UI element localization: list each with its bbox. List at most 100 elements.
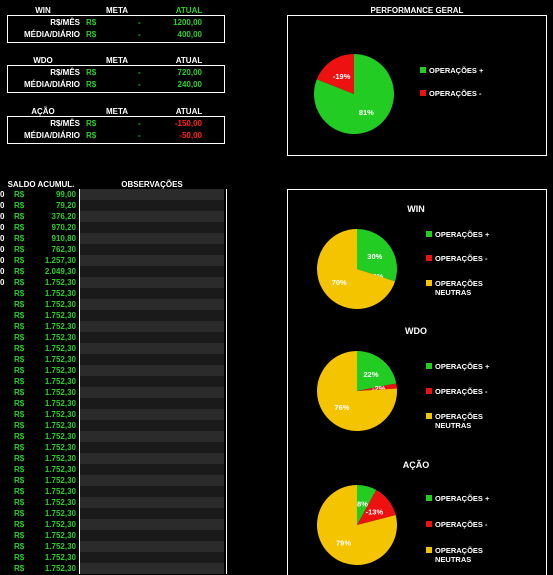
- observacao-cell[interactable]: [80, 519, 224, 530]
- observacao-cell[interactable]: [80, 475, 224, 486]
- pie-slice-label: -2%: [372, 384, 386, 393]
- meta-value: -: [138, 30, 141, 39]
- pie-slice: [357, 489, 396, 525]
- observacao-cell[interactable]: [80, 563, 224, 574]
- currency-label: R$: [86, 80, 97, 89]
- currency-label: R$: [14, 553, 25, 562]
- win-pie: 30%0%70%: [317, 229, 397, 309]
- saldo-value: 1.752,30: [44, 421, 76, 430]
- green-swatch-icon: [426, 495, 432, 501]
- saldo-value: 1.752,30: [44, 498, 76, 507]
- observacao-cell[interactable]: [80, 200, 224, 211]
- table-row: R$ 1.752,30: [0, 552, 226, 563]
- observacao-cell[interactable]: [80, 211, 224, 222]
- pie-slice: [317, 351, 397, 431]
- wdo-meta-header: META: [105, 56, 129, 65]
- table-row: R$ 1.752,30: [0, 343, 226, 354]
- legend-acao-negativas: OPERAÇÕES -: [426, 520, 488, 529]
- currency-label: R$: [14, 256, 25, 265]
- observacao-cell[interactable]: [80, 233, 224, 244]
- observacao-cell[interactable]: [80, 332, 224, 343]
- wdo-row-diario: MÉDIA/DIÁRIO R$ - 240,00: [8, 79, 224, 91]
- pie-slice: [316, 54, 354, 94]
- observacao-cell[interactable]: [80, 541, 224, 552]
- observacao-cell[interactable]: [80, 486, 224, 497]
- saldo-value: 1.752,30: [44, 465, 76, 474]
- observacao-cell[interactable]: [80, 530, 224, 541]
- table-row: R$ 1.752,30: [0, 409, 226, 420]
- observacao-cell[interactable]: [80, 508, 224, 519]
- currency-label: R$: [14, 487, 25, 496]
- currency-label: R$: [14, 531, 25, 540]
- table-row: R$ 1.752,30: [0, 310, 226, 321]
- saldo-value: 1.752,30: [44, 531, 76, 540]
- legend-label: OPERAÇÕES -: [435, 520, 488, 529]
- observacao-cell[interactable]: [80, 310, 224, 321]
- legend-label: OPERAÇÕES NEUTRAS: [435, 279, 483, 297]
- legend-label: OPERAÇÕES +: [435, 494, 490, 503]
- observacao-cell[interactable]: [80, 387, 224, 398]
- saldo-value: 1.752,30: [44, 322, 76, 331]
- legend-operacoes-positivas: OPERAÇÕES +: [420, 66, 483, 75]
- pie-slice: [317, 485, 397, 565]
- observacao-cell[interactable]: [80, 277, 224, 288]
- legend-label: OPERAÇÕES +: [435, 230, 490, 239]
- observacao-cell[interactable]: [80, 365, 224, 376]
- saldo-value: 1.752,30: [44, 432, 76, 441]
- observacao-cell[interactable]: [80, 266, 224, 277]
- table-row: R$ 1.752,30: [0, 486, 226, 497]
- observacao-cell[interactable]: [80, 453, 224, 464]
- observacao-cell[interactable]: [80, 189, 224, 200]
- observacao-cell[interactable]: [80, 409, 224, 420]
- row-index: 0: [0, 212, 5, 221]
- red-swatch-icon: [420, 90, 426, 96]
- saldo-value: 1.752,30: [44, 388, 76, 397]
- currency-label: R$: [14, 465, 25, 474]
- observacao-cell[interactable]: [80, 343, 224, 354]
- currency-label: R$: [14, 355, 25, 364]
- currency-label: R$: [14, 520, 25, 529]
- red-swatch-icon: [426, 388, 432, 394]
- green-swatch-icon: [420, 67, 426, 73]
- observacao-cell[interactable]: [80, 244, 224, 255]
- acao-meta-header: META: [105, 107, 129, 116]
- saldo-value: 1.752,30: [44, 311, 76, 320]
- observacao-cell[interactable]: [80, 354, 224, 365]
- pie-slice-label: 22%: [364, 370, 379, 379]
- observacao-cell[interactable]: [80, 222, 224, 233]
- table-row: 0 R$ 1.257,30: [0, 255, 226, 266]
- acao-pie: 8%-13% 79%: [317, 485, 397, 565]
- observacao-cell[interactable]: [80, 431, 224, 442]
- table-row: R$ 1.752,30: [0, 288, 226, 299]
- pie-slice-label: -13%: [366, 508, 384, 517]
- saldo-value: 79,20: [55, 201, 76, 210]
- currency-label: R$: [14, 399, 25, 408]
- atual-value: 720,00: [177, 68, 202, 77]
- observacao-cell[interactable]: [80, 299, 224, 310]
- observacao-cell[interactable]: [80, 497, 224, 508]
- red-swatch-icon: [426, 255, 432, 261]
- currency-label: R$: [14, 223, 25, 232]
- observacao-cell[interactable]: [80, 321, 224, 332]
- observacao-cell[interactable]: [80, 464, 224, 475]
- observacao-cell[interactable]: [80, 288, 224, 299]
- currency-label: R$: [14, 267, 25, 276]
- observacao-cell[interactable]: [80, 255, 224, 266]
- observacao-cell[interactable]: [80, 420, 224, 431]
- saldo-value: 1.752,30: [44, 300, 76, 309]
- currency-label: R$: [86, 30, 97, 39]
- table-row: R$ 1.752,30: [0, 376, 226, 387]
- acao-row-mes: R$/MÊS R$ - -150,00: [8, 118, 224, 130]
- observacao-cell[interactable]: [80, 376, 224, 387]
- pie-slice-label: 30%: [367, 252, 382, 261]
- legend-label: OPERAÇÕES -: [429, 89, 482, 98]
- currency-label: R$: [14, 201, 25, 210]
- observacao-cell[interactable]: [80, 398, 224, 409]
- balance-table: 0 R$ 99,00 0 R$ 79,20 0 R$ 376,20 0 R$ 970,20 0 R$ 910…: [0, 189, 227, 574]
- wdo-chart-title: WDO: [405, 326, 427, 336]
- saldo-value: 2.049,30: [44, 267, 76, 276]
- currency-label: R$: [14, 432, 25, 441]
- observacao-cell[interactable]: [80, 442, 224, 453]
- red-swatch-icon: [426, 521, 432, 527]
- observacao-cell[interactable]: [80, 552, 224, 563]
